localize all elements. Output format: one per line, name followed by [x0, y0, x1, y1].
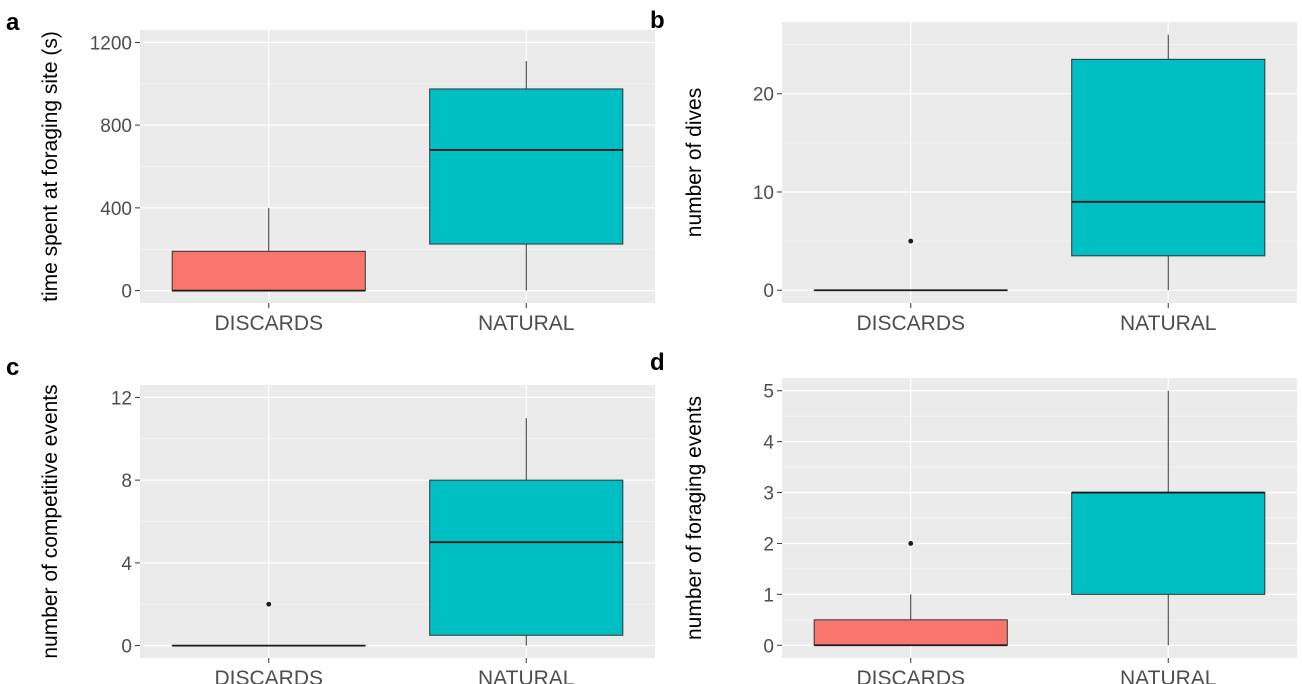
y-tick-label: 1	[763, 585, 774, 606]
y-tick-label: 800	[100, 116, 132, 137]
box-natural	[1071, 34, 1266, 291]
x-category-label: NATURAL	[1120, 312, 1216, 335]
y-tick-label: 0	[121, 282, 132, 303]
panel-d: 0 1 2 3 4 5 DISCARDS NATURAL number of foraging …	[650, 349, 1297, 684]
box-body	[1071, 58, 1266, 257]
x-category-label: DISCARDS	[214, 312, 323, 335]
y-axis-title: time spent at foraging site (s)	[39, 31, 62, 302]
box-natural	[429, 418, 624, 646]
box-natural	[429, 61, 624, 291]
y-tick-label: 0	[763, 636, 774, 657]
box-body	[429, 479, 624, 636]
panel-a: 0 400 800 1200 DISCARDS NATURAL time spent at …	[6, 9, 655, 335]
box-discards	[813, 541, 1008, 647]
panel-letter: b	[650, 7, 665, 34]
y-tick-label: 4	[763, 433, 774, 454]
panel-b: 0 10 20 DISCARDS NATURAL number of dives b	[650, 7, 1297, 335]
panel-letter: a	[6, 9, 20, 36]
x-category-label: DISCARDS	[214, 667, 323, 684]
y-tick-label: 400	[100, 199, 132, 220]
outlier-point	[908, 238, 914, 244]
box-body	[813, 619, 1008, 646]
y-tick-label: 2	[763, 534, 774, 555]
y-axis-title: number of dives	[683, 88, 706, 237]
box-discards	[813, 238, 1008, 292]
box-body	[429, 88, 624, 245]
x-category-label: DISCARDS	[856, 667, 965, 684]
y-tick-label: 20	[753, 85, 774, 106]
y-tick-label: 12	[111, 388, 132, 409]
box-discards	[171, 601, 366, 647]
y-axis-title: number of foraging events	[683, 396, 706, 640]
y-tick-label: 4	[121, 554, 132, 575]
x-category-label: DISCARDS	[856, 312, 965, 335]
y-axis-title: number of competitive events	[39, 384, 62, 658]
box-natural	[1071, 390, 1266, 646]
x-category-label: NATURAL	[478, 667, 574, 684]
outlier-point	[266, 601, 272, 607]
y-tick-label: 1200	[90, 33, 132, 54]
box-body	[1071, 492, 1266, 595]
panel-letter: d	[650, 349, 665, 376]
y-tick-label: 10	[753, 183, 774, 204]
y-tick-label: 3	[763, 484, 774, 505]
y-tick-label: 0	[763, 281, 774, 302]
x-category-label: NATURAL	[478, 312, 574, 335]
y-tick-label: 0	[121, 637, 132, 658]
panel-c: 0 4 8 12 DISCARDS NATURAL number of competitiv…	[6, 354, 655, 684]
box-discards	[171, 207, 366, 292]
box-body	[171, 250, 366, 292]
x-category-label: NATURAL	[1120, 667, 1216, 684]
y-tick-label: 5	[763, 382, 774, 403]
outlier-point	[908, 541, 914, 546]
panel-letter: c	[6, 354, 19, 381]
y-tick-label: 8	[121, 471, 132, 492]
